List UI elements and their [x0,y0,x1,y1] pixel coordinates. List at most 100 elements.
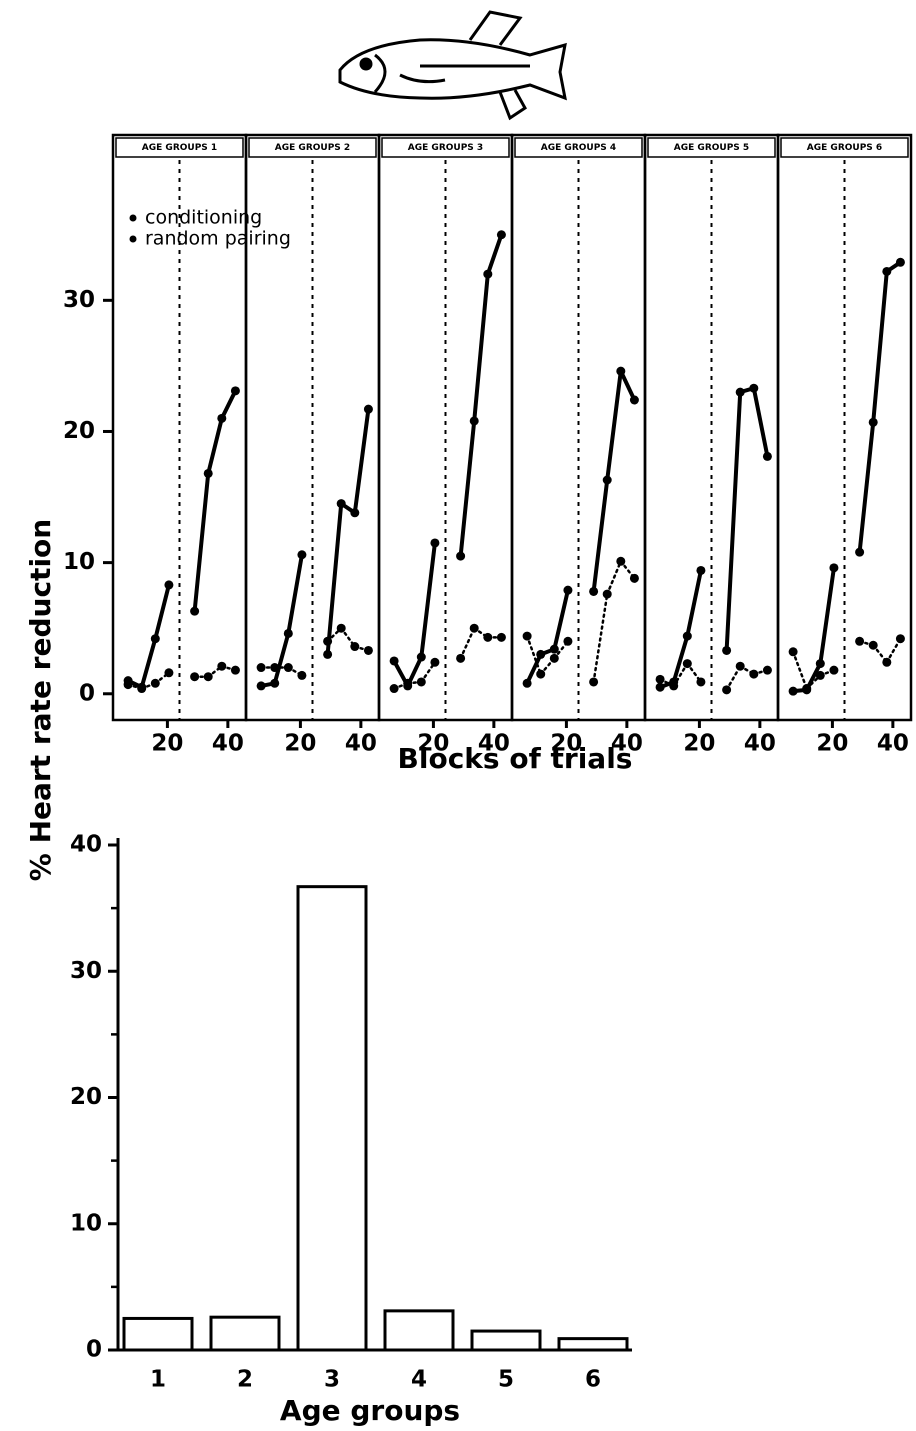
panel-title: AGE GROUPS 5 [674,143,749,153]
series-segment [724,390,743,653]
panel-header [115,137,244,158]
x-tick-label: 40 [478,731,510,757]
data-point [270,678,280,688]
data-point [190,606,200,616]
data-point [655,674,665,684]
x-tick-label: 40 [345,731,377,757]
series-segment [592,592,609,684]
data-point [629,395,639,405]
series-segment [857,420,876,555]
data-point [256,681,266,691]
x-tick-label: 40 [212,731,244,757]
x-tick-label: 20 [683,731,715,757]
series-segment [671,634,690,684]
data-point [616,366,626,376]
data-point [602,589,612,599]
y-axis-label: % Heart rate reduction [24,519,57,881]
series-segment [591,478,610,594]
data-point [350,508,360,518]
data-point [536,669,546,679]
data-point [403,678,413,688]
bar [296,885,368,1352]
bar [209,1315,281,1352]
panel-header [780,137,909,158]
data-point [602,475,612,485]
data-point [217,661,227,671]
bar [557,1337,629,1352]
series-segment [325,501,344,657]
data-point [123,680,133,690]
bar [470,1329,542,1352]
data-point [496,230,506,240]
data-point [456,653,466,663]
data-point [270,663,280,673]
x-tick-label: 1 [150,1367,166,1393]
data-point [469,623,479,633]
data-point [430,657,440,667]
data-point [696,677,706,687]
x-tick-label: 40 [877,731,909,757]
bar [122,1316,194,1352]
y-tick-label: 20 [63,418,95,444]
series-segment [552,588,570,652]
x-axis-label: Blocks of trials [398,742,633,775]
data-point [496,632,506,642]
data-point [762,665,772,675]
data-point [735,387,745,397]
data-point [389,684,399,694]
legend-marker [129,214,137,222]
series-segment [885,637,902,664]
data-point [283,628,293,638]
x-tick-label: 40 [744,731,776,757]
x-tick-label: 5 [498,1367,514,1393]
data-point [815,659,825,669]
series-segment [286,552,304,636]
legend-label: conditioning [145,207,262,229]
x-tick-label: 20 [417,731,449,757]
data-point [297,670,307,680]
data-point [323,649,333,659]
y-tick-label: 30 [63,287,95,313]
bar [383,1309,455,1352]
data-point [829,563,839,573]
x-tick-label: 3 [324,1367,340,1393]
data-point [722,685,732,695]
data-point [895,634,905,644]
series-segment [192,471,211,614]
data-point [323,636,333,646]
data-point [536,649,546,659]
panel-header [647,137,776,158]
series-segment [458,418,477,559]
panel-header [248,137,377,158]
series-segment [818,565,836,666]
data-point [363,404,373,414]
data-point [788,647,798,657]
series-segment [525,652,543,686]
data-point [416,652,426,662]
data-point [788,686,798,696]
data-point [256,663,266,673]
series-segment [618,369,637,402]
y-tick-label: 0 [79,680,95,706]
data-point [549,644,559,654]
data-point [563,636,573,646]
panel-title: AGE GROUPS 3 [408,143,483,153]
series-segment [725,664,742,692]
data-point [682,659,692,669]
data-point [629,573,639,583]
x-tick-label: 4 [411,1367,427,1393]
data-point [749,669,759,679]
panel-title: AGE GROUPS 6 [807,143,882,153]
data-point [696,565,706,575]
data-point [203,468,213,478]
panel-title: AGE GROUPS 1 [142,143,217,153]
series-segment [672,662,689,688]
data-point [164,668,174,678]
x-tick-label: 20 [816,731,848,757]
data-point [549,653,559,663]
data-point [895,257,905,267]
data-point [802,684,812,694]
x-tick-label: 20 [151,731,183,757]
data-point [336,499,346,509]
y-tick-label: 10 [70,1210,102,1236]
